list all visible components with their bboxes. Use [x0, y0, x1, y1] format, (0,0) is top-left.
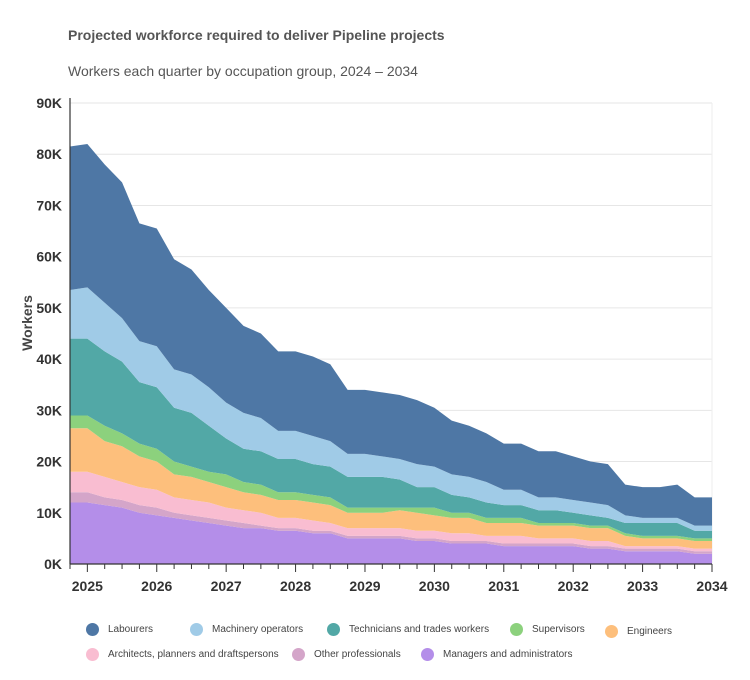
x-tick-label: 2028 — [280, 578, 311, 594]
legend-label: Technicians and trades workers — [349, 624, 490, 635]
legend-swatch-icon — [605, 625, 618, 638]
legend-item[interactable]: Labourers — [86, 623, 153, 636]
y-tick-label: 20K — [36, 454, 62, 470]
legend-item[interactable]: Technicians and trades workers — [327, 623, 489, 636]
x-tick-label: 2030 — [419, 578, 450, 594]
x-tick-label: 2026 — [141, 578, 172, 594]
legend-item[interactable]: Engineers — [605, 625, 672, 638]
area-machinery-operators — [70, 287, 712, 531]
y-tick-label: 70K — [36, 197, 62, 213]
y-tick-label: 50K — [36, 300, 62, 316]
y-tick-label: 10K — [36, 505, 62, 521]
chart-svg: 0K 10K 20K 30K 40K 50K 60K 70K 80K 90K 2025 2026 202… — [36, 95, 727, 594]
area-managers-and-administrators — [70, 502, 712, 564]
x-tick-label: 2029 — [349, 578, 380, 594]
legend-item[interactable]: Other professionals — [292, 648, 401, 661]
legend-label: Other professionals — [314, 649, 401, 660]
legend-label: Supervisors — [532, 624, 585, 635]
x-tick-label: 2027 — [211, 578, 242, 594]
x-tick-label: 2034 — [696, 578, 727, 594]
legend-swatch-icon — [421, 648, 434, 661]
legend-swatch-icon — [510, 623, 523, 636]
area-supervisors — [70, 415, 712, 541]
y-tick-label: 40K — [36, 351, 62, 367]
y-tick-label: 0K — [44, 556, 62, 572]
y-tick-label: 60K — [36, 249, 62, 265]
area-technicians-and-trades-workers — [70, 338, 712, 539]
y-tick-label: 30K — [36, 402, 62, 418]
legend-swatch-icon — [86, 648, 99, 661]
legend-item[interactable]: Supervisors — [510, 623, 585, 636]
x-tick-label: 2033 — [627, 578, 658, 594]
area-architects-planners-and-draftspersons — [70, 471, 712, 552]
x-tick-label: 2032 — [558, 578, 589, 594]
area-engineers — [70, 428, 712, 549]
legend-label: Engineers — [627, 626, 673, 637]
chart-title: Projected workforce required to deliver … — [68, 27, 445, 43]
y-tick-label: 90K — [36, 95, 62, 111]
legend-label: Managers and administrators — [443, 649, 573, 660]
legend-label: Machinery operators — [212, 624, 304, 635]
legend-item[interactable]: Architects, planners and draftspersons — [86, 648, 279, 661]
legend-label: Architects, planners and draftspersons — [108, 649, 279, 660]
x-tick-label: 2031 — [488, 578, 519, 594]
x-tick-label: 2025 — [72, 578, 103, 594]
area-labourers — [70, 143, 712, 526]
y-tick-label: 80K — [36, 146, 62, 162]
legend-label: Labourers — [108, 624, 154, 635]
legend-item[interactable]: Machinery operators — [190, 623, 303, 636]
legend-swatch-icon — [190, 623, 203, 636]
legend-swatch-icon — [292, 648, 305, 661]
chart-subtitle: Workers each quarter by occupation group… — [68, 63, 418, 79]
legend-swatch-icon — [327, 623, 340, 636]
legend-item[interactable]: Managers and administrators — [421, 648, 573, 661]
legend-swatch-icon — [86, 623, 99, 636]
